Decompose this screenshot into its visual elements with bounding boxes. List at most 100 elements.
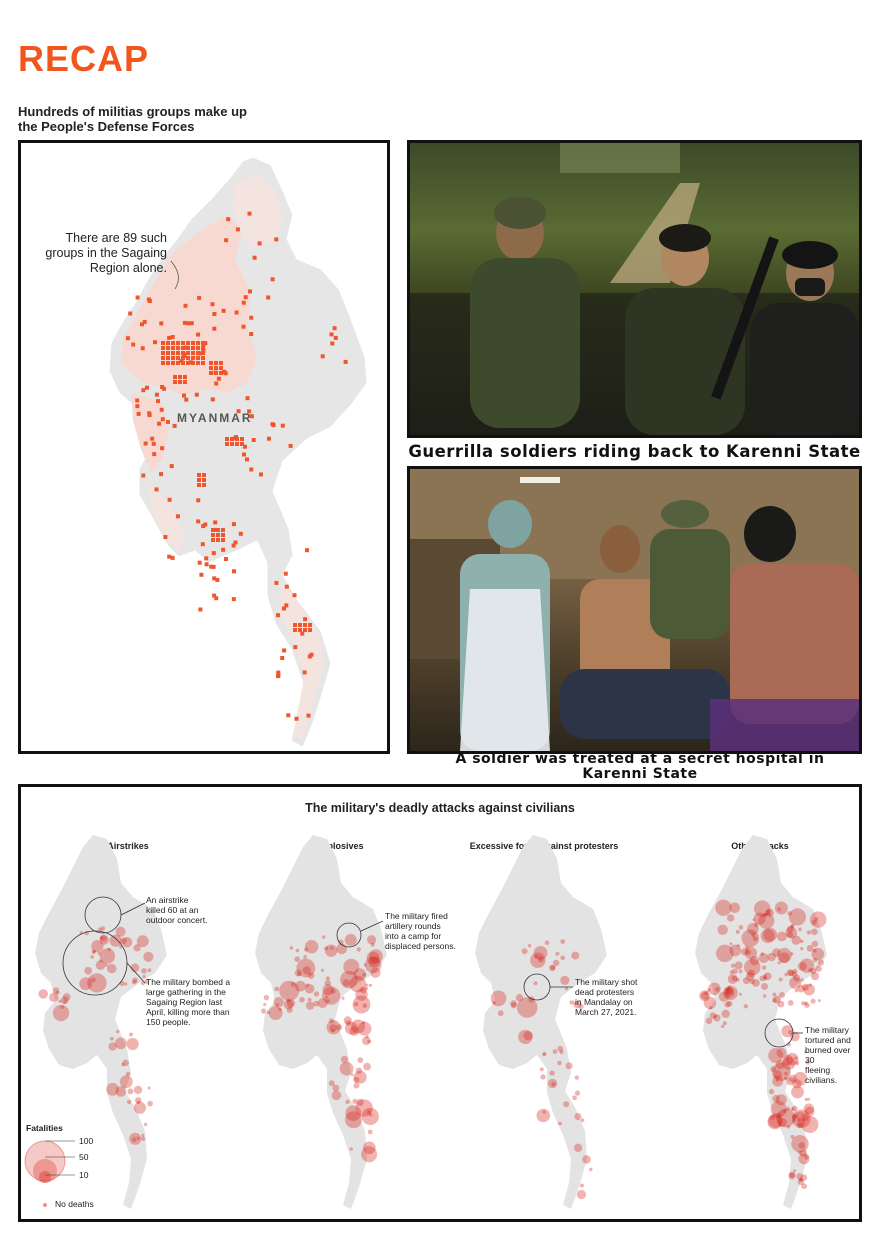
attack-point: [790, 1031, 800, 1042]
attack-point: [808, 983, 812, 987]
annotation-other-tortured: The military tortured and burned over 30…: [805, 1025, 851, 1085]
attack-point: [555, 951, 560, 956]
attack-point: [328, 1080, 335, 1087]
attack-point: [797, 984, 805, 993]
militia-group-dot: [211, 538, 215, 542]
militia-group-dot: [171, 341, 175, 345]
militia-group-dot: [247, 211, 252, 216]
attack-point: [571, 951, 580, 960]
attack-point: [98, 927, 103, 932]
attack-point: [789, 976, 802, 989]
photo-secret-hospital: [407, 466, 862, 754]
militia-group-dot: [320, 354, 325, 359]
militia-group-dot: [178, 380, 182, 384]
attack-point: [790, 1107, 795, 1111]
militia-group-dot: [186, 356, 190, 360]
attack-point: [286, 1006, 293, 1013]
militia-group-dot: [212, 576, 217, 581]
attack-point: [306, 1001, 315, 1010]
attack-point: [313, 991, 320, 997]
militia-group-dot: [288, 443, 293, 448]
militia-group-dot: [131, 342, 136, 347]
militia-group-dot: [186, 346, 190, 350]
attack-point: [713, 1015, 717, 1019]
attack-point: [804, 1155, 809, 1160]
militia-group-dot: [286, 713, 291, 718]
attack-point: [727, 974, 738, 984]
attack-point: [365, 1035, 369, 1039]
attack-point: [321, 935, 326, 939]
militia-group-dot: [183, 345, 188, 350]
attack-point: [125, 1071, 131, 1077]
militia-group-dot: [240, 442, 244, 446]
attack-point: [798, 1178, 802, 1181]
attack-point: [775, 1060, 785, 1070]
militia-group-dot: [226, 217, 231, 222]
militia-group-dot: [204, 556, 209, 561]
militia-group-dot: [173, 375, 177, 379]
attack-point: [806, 930, 812, 935]
attack-point: [127, 1088, 134, 1095]
attack-point: [352, 995, 371, 1014]
attack-point: [801, 1116, 819, 1133]
militia-group-dot: [183, 303, 188, 308]
attack-point: [119, 945, 123, 949]
attack-point: [325, 976, 330, 981]
militia-group-dot: [249, 332, 254, 336]
militia-group-dot: [196, 346, 200, 350]
attack-point: [788, 969, 795, 977]
attack-point: [537, 956, 544, 963]
militia-group-dot: [216, 538, 220, 542]
attack-point: [540, 1074, 546, 1080]
attack-point: [343, 958, 360, 975]
militia-group-dot: [176, 356, 180, 360]
attack-point: [765, 909, 772, 916]
attack-point: [353, 1070, 367, 1084]
attack-point: [95, 960, 106, 970]
militia-group-dot: [145, 385, 149, 390]
militia-dots: [125, 211, 348, 721]
sky-patch: [560, 143, 680, 173]
attack-point: [579, 1183, 584, 1188]
soldier-helmet: [661, 500, 709, 528]
militia-group-dot: [156, 399, 160, 404]
militia-group-dot: [271, 423, 276, 428]
soldier-right-body: [750, 303, 859, 435]
attack-point: [38, 989, 48, 999]
soldier-right-mask: [795, 278, 825, 296]
attack-point: [763, 972, 772, 980]
attack-point: [792, 1109, 811, 1129]
kachin-region: [233, 173, 283, 247]
attack-point: [560, 939, 566, 944]
attack-point: [353, 1082, 360, 1089]
attack-point: [369, 1113, 373, 1117]
attack-point: [811, 919, 817, 925]
militia-group-dot: [212, 312, 217, 316]
attack-point: [349, 1147, 353, 1151]
militia-group-dot: [211, 564, 216, 569]
attack-point: [518, 1029, 533, 1045]
attack-point: [791, 971, 798, 978]
attack-point: [721, 1009, 730, 1018]
attack-point: [336, 943, 347, 955]
attack-point: [295, 948, 300, 953]
attack-point: [777, 931, 787, 942]
attack-point: [350, 1073, 354, 1077]
attack-point: [324, 979, 331, 987]
attack-point: [775, 1094, 787, 1106]
attack-point: [794, 988, 799, 993]
militia-group-dot: [303, 628, 307, 632]
militia-group-dot: [135, 398, 140, 403]
attack-point: [313, 1000, 320, 1007]
attack-point: [752, 936, 758, 942]
helper-body: [730, 564, 859, 724]
attack-point: [558, 1121, 562, 1126]
attack-point: [533, 946, 548, 960]
attack-point: [803, 1103, 815, 1114]
militia-group-dot: [196, 341, 200, 345]
attack-point: [741, 929, 760, 948]
attack-point: [717, 924, 728, 935]
militia-map-graphic: [108, 156, 368, 748]
militia-group-dot: [169, 464, 174, 469]
attack-point: [345, 1020, 352, 1026]
